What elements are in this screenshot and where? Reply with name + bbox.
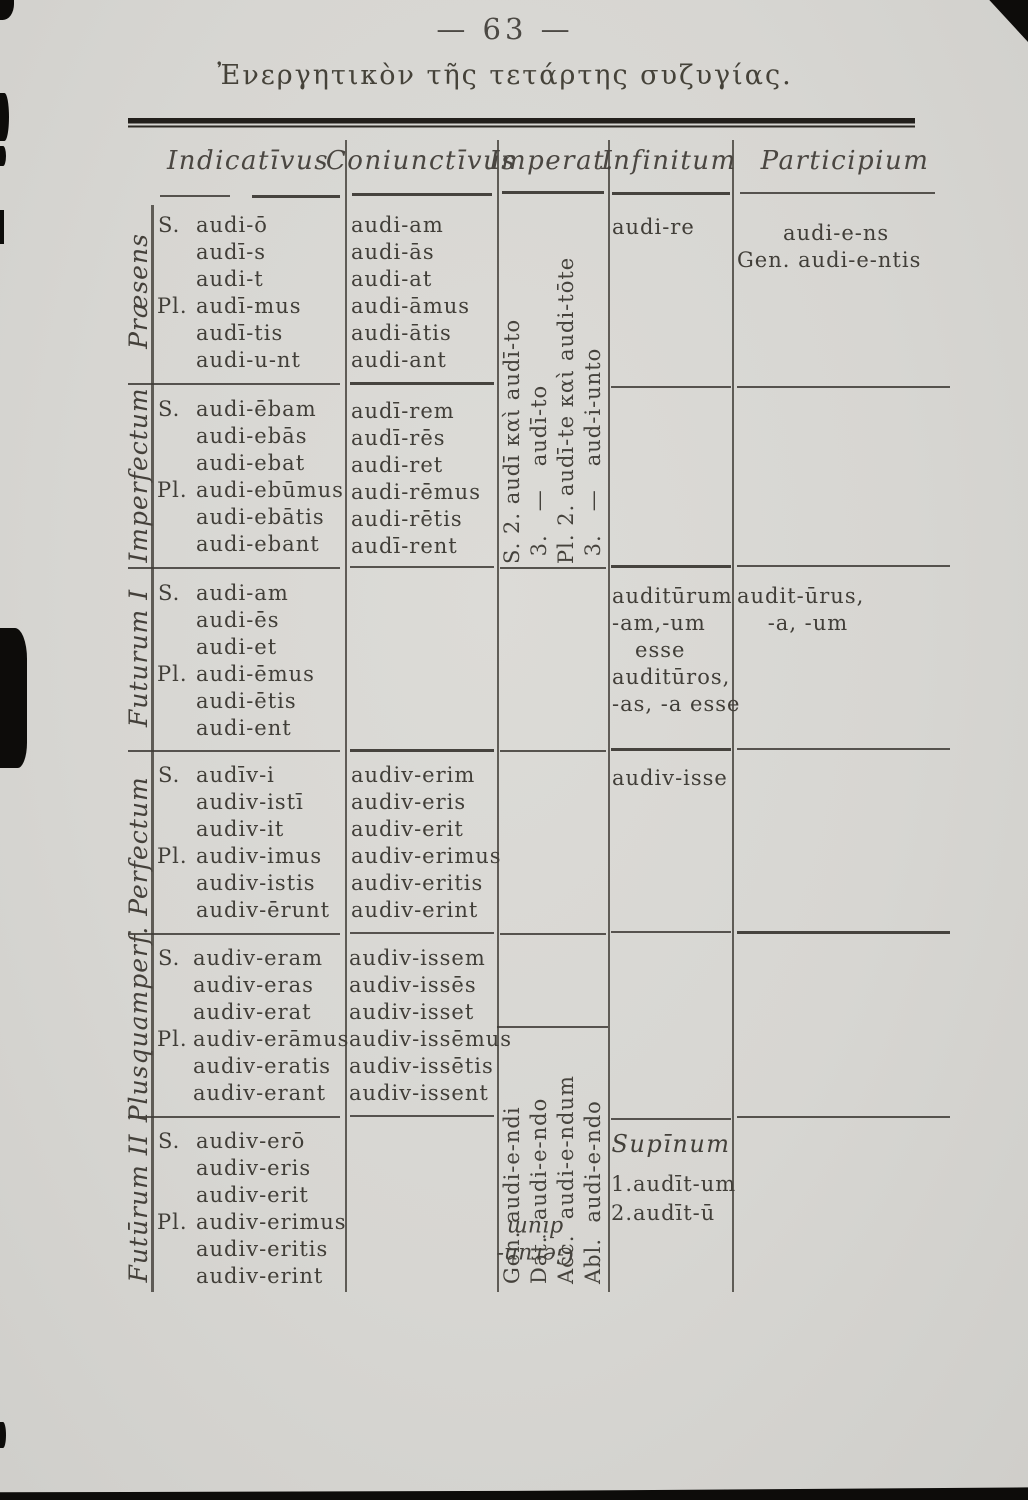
- column-header-infinitivus: Infinitum: [601, 146, 737, 176]
- gerund-box-top-border: [497, 1026, 608, 1028]
- column-header-coniunctivus: Coniunctīvus: [325, 146, 517, 176]
- tense-label-futurum-1: Futurum I: [124, 588, 153, 728]
- row-separator: [128, 933, 340, 935]
- cell-indicativus: audi-ō audī-s audi-t audī-mus audī-tis a…: [196, 213, 302, 372]
- row-separator: [500, 567, 606, 569]
- row-separator: [611, 931, 731, 933]
- row-separator: [128, 750, 340, 752]
- plural-label: Pl.: [157, 1027, 188, 1051]
- row-separator: [611, 565, 731, 568]
- column-header-indicativus: Indicatīvus: [166, 146, 330, 176]
- page-number: — 63 —: [436, 12, 574, 46]
- cell-coniunctivus: audiv-issem audiv-issēs audiv-isset audi…: [349, 946, 513, 1105]
- singular-label: S.: [158, 763, 181, 787]
- row-separator: [611, 748, 731, 751]
- table-top-rule: [128, 118, 915, 129]
- row-separator: [350, 382, 494, 385]
- row-separator: [500, 933, 606, 935]
- singular-label: S.: [158, 213, 181, 237]
- row-separator: [350, 566, 494, 568]
- row-separator: [737, 386, 950, 388]
- singular-label: S.: [158, 581, 181, 605]
- plural-label: Pl.: [157, 478, 188, 502]
- header-underline: [612, 192, 730, 195]
- supinum-title: Supīnum: [611, 1130, 731, 1158]
- scan-artifact: [0, 1422, 6, 1448]
- header-underline: [740, 192, 935, 194]
- cell-indicativus: audi-ēbam audi-ebās audi-ebat audi-ebūmu…: [196, 397, 344, 556]
- cell-infinitivus: audi-re: [612, 215, 695, 239]
- row-separator: [737, 748, 950, 750]
- header-underline: [160, 195, 230, 197]
- row-separator: [350, 932, 494, 934]
- scan-artifact: [0, 93, 9, 141]
- row-separator: [737, 1116, 950, 1118]
- cell-indicativus: audīv-i audiv-istī audiv-it audiv-imus a…: [196, 763, 331, 922]
- row-separator: [128, 383, 340, 385]
- row-separator: [350, 749, 494, 752]
- scan-artifact: [0, 0, 14, 20]
- grid-line-vertical: [345, 140, 347, 1292]
- singular-label: S.: [158, 397, 181, 421]
- imperative-forms-rotated: S. 2. audī καὶ audī-to 3. — audī-to Pl. …: [500, 256, 605, 564]
- scan-artifact: [0, 210, 4, 244]
- row-separator: [611, 386, 731, 388]
- row-separator: [350, 1115, 494, 1117]
- cell-coniunctivus: audi-am audi-ās audi-at audi-āmus audi-ā…: [351, 213, 471, 372]
- scan-artifact: [0, 628, 27, 768]
- row-separator: [128, 567, 340, 569]
- cell-coniunctivus: audī-rem audī-rēs audi-ret audi-rēmus au…: [351, 399, 481, 558]
- row-separator: [737, 565, 950, 567]
- column-header-participium: Participium: [760, 146, 930, 176]
- gerundium-label-upside-down: Gerun- dium: [496, 1215, 574, 1267]
- grid-line-vertical: [497, 140, 499, 1292]
- grid-line-vertical: [608, 140, 610, 1292]
- scan-artifact-bottom-bar: [0, 1487, 1028, 1500]
- grid-line-vertical: [151, 205, 154, 1292]
- cell-infinitivus: audiv-isse: [612, 766, 728, 790]
- plural-label: Pl.: [157, 844, 188, 868]
- header-underline: [502, 191, 604, 194]
- page-title: Ἐνεργητικὸν τῆς τετάρτης συζυγίας.: [217, 60, 793, 91]
- singular-label: S.: [158, 1129, 181, 1153]
- scan-artifact: [0, 146, 6, 166]
- cell-participium: audit-ūrus, -a, -um: [737, 584, 865, 635]
- row-separator: [611, 1118, 731, 1120]
- cell-participium: audi-e-ns Gen. audi-e-ntis: [737, 221, 922, 272]
- cell-coniunctivus: audiv-erim audiv-eris audiv-erit audiv-e…: [351, 763, 502, 922]
- plural-label: Pl.: [157, 1210, 188, 1234]
- cell-indicativus: audiv-eram audiv-eras audiv-erat audiv-e…: [193, 946, 350, 1105]
- row-separator: [737, 931, 950, 934]
- tense-label-futurum-2: Futūrum II: [124, 1133, 153, 1283]
- supinum-forms: 1.audīt-um 2.audīt-ū: [611, 1172, 737, 1225]
- plural-label: Pl.: [157, 294, 188, 318]
- column-header-imperativus: Imperat.: [489, 146, 615, 176]
- grid-line-vertical: [732, 140, 734, 1292]
- row-separator: [500, 750, 606, 752]
- singular-label: S.: [158, 946, 181, 970]
- cell-indicativus: audi-am audi-ēs audi-et audi-ēmus audi-ē…: [196, 581, 315, 740]
- plural-label: Pl.: [157, 662, 188, 686]
- scan-artifact: [989, 0, 1028, 42]
- header-underline: [252, 195, 340, 198]
- cell-indicativus: audiv-erō audiv-eris audiv-erit audiv-er…: [196, 1129, 347, 1288]
- header-underline: [352, 193, 492, 196]
- cell-infinitivus: auditūrum -am,-um esse auditūros, -as, -…: [612, 584, 741, 716]
- row-separator: [128, 1116, 340, 1118]
